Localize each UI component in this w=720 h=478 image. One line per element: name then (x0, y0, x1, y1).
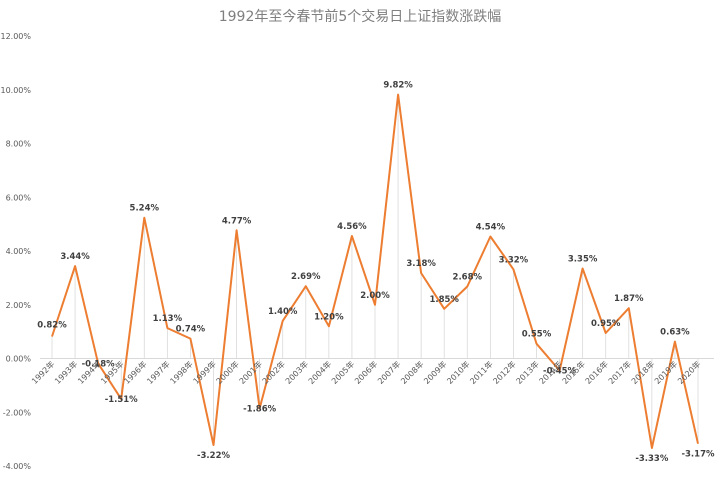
x-tick-label: 2005年 (329, 359, 356, 386)
data-label: 2.68% (453, 272, 483, 282)
x-tick-label: 1997年 (145, 359, 172, 386)
data-label: 0.63% (660, 328, 690, 338)
data-label: 4.54% (476, 222, 506, 232)
data-label: 4.77% (222, 216, 252, 226)
x-tick-label: 2006年 (352, 359, 379, 386)
series-line (51, 93, 699, 449)
x-tick-label: 2003年 (283, 359, 310, 386)
data-label: -3.17% (681, 450, 714, 460)
data-label: 0.74% (176, 325, 206, 335)
x-tick-label: 2009年 (422, 359, 449, 386)
x-tick-label: 2007年 (375, 359, 402, 386)
data-label: 1.87% (614, 294, 644, 304)
x-tick-label: 2010年 (445, 359, 472, 386)
x-tick-label: 2017年 (606, 359, 633, 386)
data-label: 3.32% (499, 255, 529, 265)
x-tick-label: 2004年 (306, 359, 333, 386)
data-label: 0.95% (591, 319, 621, 329)
data-label: 1.85% (429, 295, 459, 305)
y-tick-label: 12.00% (0, 32, 31, 41)
x-tick-label: 2013年 (514, 359, 541, 386)
y-tick-label: 8.00% (6, 140, 32, 149)
data-label: 3.35% (568, 254, 598, 264)
data-label: 1.20% (314, 312, 344, 322)
data-label: -0.45% (543, 367, 576, 377)
data-label: 0.82% (37, 320, 67, 330)
data-label: 3.18% (406, 259, 436, 269)
x-tick-label: 2008年 (398, 359, 425, 386)
y-tick-label: -2.00% (3, 408, 32, 417)
x-tick-label: 2002年 (260, 359, 287, 386)
y-tick-label: 2.00% (6, 301, 32, 310)
y-tick-label: 10.00% (0, 86, 31, 95)
data-label: -3.22% (197, 451, 230, 461)
data-label: -1.86% (243, 404, 276, 414)
data-label: -0.18% (82, 359, 115, 369)
x-tick-label: 1993年 (52, 359, 79, 386)
y-tick-label: 0.00% (6, 355, 32, 364)
data-label: 1.40% (268, 307, 298, 317)
x-tick-label: 2016年 (583, 359, 610, 386)
data-label: 9.82% (383, 81, 413, 91)
x-tick-label: 1998年 (168, 359, 195, 386)
data-label: 0.55% (522, 330, 552, 340)
x-tick-label: 2012年 (491, 359, 518, 386)
y-tick-label: 4.00% (6, 247, 32, 256)
data-label: 2.00% (360, 291, 390, 301)
y-tick-label: -4.00% (3, 462, 32, 471)
data-label: -3.33% (635, 454, 668, 464)
chart-title: 1992年至今春节前5个交易日上证指数涨跌幅 (219, 8, 502, 25)
data-label: 2.69% (291, 272, 321, 282)
y-tick-label: 6.00% (6, 193, 32, 202)
x-tick-label: 1992年 (29, 359, 56, 386)
data-label: 4.56% (337, 222, 367, 232)
x-tick-label: 2011年 (468, 359, 495, 386)
x-tick-label: 2000年 (214, 359, 241, 386)
data-label: 1.13% (153, 314, 183, 324)
data-label: -1.51% (105, 395, 138, 405)
data-label: 3.44% (60, 252, 90, 262)
data-label: 5.24% (130, 204, 160, 214)
